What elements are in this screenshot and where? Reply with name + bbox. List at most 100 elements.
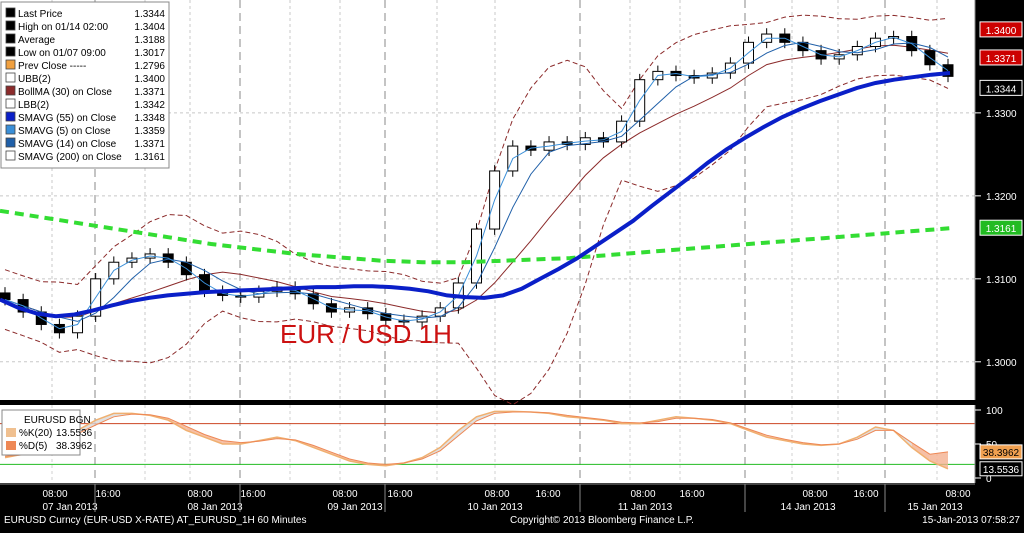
legend-label-5: UBB(2): [18, 74, 51, 85]
price-tag-box-1: [979, 49, 1023, 66]
legend-swatch-11: [5, 150, 16, 161]
legend-label-11: SMAVG (200) on Close: [18, 152, 122, 163]
stoch-fill-25: [458, 416, 477, 436]
date-label-2: 09 Jan 2013: [327, 502, 382, 513]
d-value: 38.3962: [56, 441, 93, 452]
legend-value-5: 1.3400: [134, 74, 165, 85]
stoch-fill-51: [929, 451, 948, 469]
price-tick-label-2: 1.3200: [986, 192, 1017, 203]
price-tag-label-1: 1.3371: [986, 54, 1017, 65]
legend-swatch-7: [5, 98, 16, 109]
date-label-3: 10 Jan 2013: [467, 502, 522, 513]
legend-swatch-5: [5, 72, 16, 83]
price-tag-box-3: [979, 219, 1023, 236]
smavg14-line: [4, 41, 949, 322]
stochastic-legend: EURUSD BGN %K(20) 13.5536 %D(5) 38.3962: [1, 409, 93, 456]
stoch-fill-50: [911, 442, 930, 461]
time-label-10: 08:00: [802, 489, 827, 500]
legend-value-3: 1.3017: [134, 48, 165, 59]
legend-label-4: Prev Close -----: [18, 61, 86, 72]
price-tag-box-2: [979, 79, 1023, 96]
smavg55-line: [0, 71, 951, 319]
price-tag-label-2: 1.3344: [986, 84, 1017, 95]
lower-bollinger-band: [4, 74, 949, 406]
time-label-9: 16:00: [679, 489, 704, 500]
legend-swatch-0: [5, 7, 16, 18]
time-label-2: 08:00: [187, 489, 212, 500]
time-label-1: 16:00: [95, 489, 120, 500]
stoch-d-line: [4, 411, 949, 465]
footer-right: 15-Jan-2013 07:58:27: [922, 515, 1020, 526]
legend: Last Price 1.3344 High on 01/14 02:00 1.340…: [0, 1, 170, 169]
time-label-7: 16:00: [535, 489, 560, 500]
legend-label-0: Last Price: [18, 9, 63, 20]
legend-swatch-3: [5, 46, 16, 57]
legend-label-2: Average: [18, 35, 56, 46]
legend-label-1: High on 01/14 02:00: [18, 22, 109, 33]
date-label-0: 07 Jan 2013: [42, 502, 97, 513]
legend-swatch-8: [5, 111, 16, 122]
legend-value-6: 1.3371: [134, 87, 165, 98]
price-axis: 1.3000 1.3100 1.3200 1.3300: [974, 0, 1017, 400]
legend-label-9: SMAVG (5) on Close: [18, 126, 111, 137]
legend-label-8: SMAVG (55) on Close: [18, 113, 117, 124]
price-tick-label-0: 1.3000: [986, 358, 1017, 369]
time-label-3: 16:00: [240, 489, 265, 500]
time-label-4: 08:00: [332, 489, 357, 500]
stoch-tag-label-1: 13.5536: [983, 465, 1020, 476]
legend-value-0: 1.3344: [134, 9, 165, 20]
stoch-fill-10: [186, 426, 205, 438]
legend-value-11: 1.3161: [134, 152, 165, 163]
date-label-4: 11 Jan 2013: [618, 502, 673, 513]
stoch-tick-label-2: 100: [986, 406, 1003, 417]
d-swatch: [6, 441, 16, 450]
legend-label-3: Low on 01/07 09:00: [18, 48, 106, 59]
k-label: %K(20): [19, 428, 52, 439]
price-tags: 1.3400 1.3371 1.3344 1.3161: [979, 21, 1023, 236]
time-axis: 08:00 16:00 08:00 16:00 08:00 16:00 08:00 16:00…: [0, 483, 975, 513]
legend-swatch-1: [5, 20, 16, 31]
legend-value-2: 1.3188: [134, 35, 165, 46]
price-tag-label-0: 1.3400: [986, 26, 1017, 37]
price-tag-label-3: 1.3161: [986, 224, 1017, 235]
legend-value-1: 1.3404: [134, 22, 165, 33]
stoch-k-line: [4, 410, 949, 470]
price-tag-box-0: [979, 21, 1023, 38]
stochastic-panel-title: EURUSD BGN: [24, 415, 91, 426]
bollinger-ma-line: [4, 44, 949, 318]
time-label-0: 08:00: [42, 489, 67, 500]
legend-swatch-2: [5, 33, 16, 44]
date-label-1: 08 Jan 2013: [187, 502, 242, 513]
legend-swatch-10: [5, 137, 16, 148]
moving-averages: [0, 36, 951, 330]
legend-swatch-6: [5, 85, 16, 96]
legend-value-7: 1.3342: [134, 100, 165, 111]
time-label-6: 08:00: [484, 489, 509, 500]
candle-body-0: [0, 292, 11, 301]
legend-swatch-9: [5, 124, 16, 135]
legend-label-10: SMAVG (14) on Close: [18, 139, 117, 150]
time-label-8: 08:00: [630, 489, 655, 500]
k-swatch: [6, 428, 16, 437]
legend-value-8: 1.3348: [134, 113, 165, 124]
legend-value-9: 1.3359: [134, 126, 165, 137]
date-label-5: 14 Jan 2013: [780, 502, 835, 513]
legend-swatch-4: [5, 59, 16, 70]
price-tick-label-3: 1.3300: [986, 109, 1017, 120]
time-label-12: 08:00: [945, 489, 970, 500]
legend-box: [0, 1, 170, 169]
stoch-tag-label-0: 38.3962: [983, 448, 1020, 459]
date-label-6: 15 Jan 2013: [907, 502, 962, 513]
footer-center: Copyright© 2013 Bloomberg Finance L.P.: [510, 515, 694, 526]
footer-left: EURUSD Curncy (EUR-USD X-RATE) AT_EURUSD…: [4, 515, 306, 526]
smavg5-line: [4, 36, 949, 330]
stoch-fill-5: [95, 413, 114, 425]
legend-label-7: LBB(2): [18, 100, 49, 111]
chart-annotation: EUR / USD 1H: [280, 319, 452, 349]
k-value: 13.5536: [56, 428, 93, 439]
stoch-tag-box-1: [979, 461, 1023, 477]
legend-value-4: 1.2796: [134, 61, 165, 72]
